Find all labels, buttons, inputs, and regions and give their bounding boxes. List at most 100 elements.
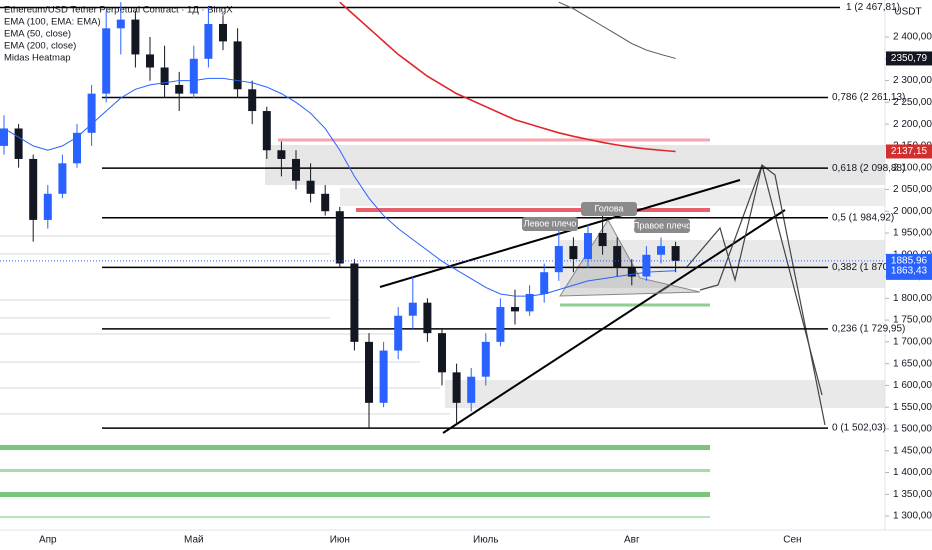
candle-body — [423, 302, 432, 334]
candle-body — [29, 158, 38, 220]
candle-body — [569, 246, 578, 260]
candle-body — [102, 28, 111, 94]
candle-body — [306, 180, 315, 194]
candle-body — [584, 232, 592, 260]
level-label: 0,5 (1 984,92) — [832, 212, 894, 223]
y-tick-label: 1 600,00 — [893, 380, 932, 391]
level-label: 0,618 (2 098,88) — [832, 163, 905, 174]
x-tick-label: Авг — [624, 535, 640, 546]
level-label: 0,382 (1 870,96) — [832, 262, 905, 273]
y-tick-label: 1 750,00 — [893, 315, 932, 326]
annotation-label: Правое плечо — [633, 220, 691, 230]
candle-body — [394, 315, 403, 351]
candle-body — [87, 93, 96, 133]
price-tag — [886, 263, 932, 278]
candle-body — [657, 246, 665, 255]
candle-body — [511, 307, 519, 312]
zone — [265, 145, 885, 185]
heatmap-band — [0, 516, 710, 518]
candle-body — [496, 307, 505, 342]
price-tag-label: 2137,15 — [891, 146, 928, 157]
y-tick-label: 1 800,00 — [893, 293, 932, 304]
candle-body — [262, 111, 271, 151]
candle-body — [554, 246, 563, 273]
candle-body — [321, 193, 330, 212]
level-label: 0,236 (1 729,95) — [832, 323, 905, 334]
indicator-line — [3, 77, 676, 297]
candle-body — [481, 341, 490, 377]
y-tick-label: 2 300,00 — [893, 75, 932, 86]
projection — [699, 164, 826, 426]
y-tick-label: 2 100,00 — [893, 162, 932, 173]
legend: Ethereum/USD Tether Perpetual Contract ·… — [4, 5, 233, 64]
candle-body — [189, 58, 198, 94]
candle-body — [0, 128, 8, 146]
candle-body — [379, 350, 388, 403]
candle-body — [642, 254, 651, 277]
candle-body — [248, 89, 257, 112]
level-label: 0,786 (2 261,13) — [832, 92, 905, 103]
price-tag — [886, 144, 932, 159]
candle-body — [146, 54, 154, 68]
x-tick-label: Июн — [330, 535, 350, 546]
y-tick-label: 1 400,00 — [893, 467, 932, 478]
y-tick-label: 1 650,00 — [893, 358, 932, 369]
y-tick-label: 1 550,00 — [893, 402, 932, 413]
trend-line — [442, 209, 786, 434]
currency: USDT — [894, 7, 921, 18]
x-tick-label: Апр — [39, 535, 57, 546]
annotation-box — [581, 202, 637, 216]
y-tick-label: 1 500,00 — [893, 424, 932, 435]
price-tag — [886, 51, 932, 66]
candle-body — [277, 150, 286, 159]
candle-body — [160, 67, 169, 85]
candle-body — [467, 376, 476, 403]
trend-line — [379, 179, 741, 288]
candle-body — [292, 158, 300, 181]
annotation-label: Левое плечо — [524, 218, 577, 228]
candle-body — [540, 272, 549, 294]
indicator-line — [339, 1, 676, 153]
level-label: 0 (1 502,03) — [832, 423, 886, 434]
x-tick-label: Июль — [473, 535, 499, 546]
candle-body — [219, 23, 227, 42]
price-tag-label: 1885,96 — [891, 256, 928, 267]
candle-body — [525, 293, 534, 312]
candle-body — [131, 19, 140, 55]
candle-body — [335, 211, 344, 264]
candle-body — [14, 128, 23, 159]
legend-title: Ethereum/USD Tether Perpetual Contract ·… — [4, 5, 233, 16]
y-tick-label: 2 000,00 — [893, 206, 932, 217]
candle-body — [43, 193, 52, 220]
price-tag-label: 1863,43 — [891, 265, 928, 276]
y-tick-label: 1 950,00 — [893, 228, 932, 239]
legend-entry: EMA (50, close) — [4, 29, 71, 40]
candle-body — [58, 163, 67, 194]
candle-body — [598, 232, 607, 247]
legend-entry: Midas Heatmap — [4, 53, 71, 64]
legend-entry: EMA (100, EMA: EMA) — [4, 17, 101, 28]
candle-body — [452, 372, 461, 403]
y-tick-label: 1 450,00 — [893, 445, 932, 456]
drawings — [379, 164, 826, 434]
candle-body — [175, 84, 184, 94]
heatmap-band — [0, 492, 710, 497]
legend-entry: EMA (200, close) — [4, 41, 76, 52]
price-tag-label: 2350,79 — [891, 53, 928, 64]
candle-body — [627, 267, 636, 277]
heatmap-band — [0, 469, 710, 472]
y-tick-label: 2 250,00 — [893, 97, 932, 108]
y-tick-label: 2 050,00 — [893, 184, 932, 195]
annotation-box — [634, 219, 690, 233]
indicator-line — [558, 1, 676, 59]
annotation-label: Голова — [594, 203, 623, 213]
candle-body — [116, 19, 125, 29]
y-tick-label: 2 400,00 — [893, 32, 932, 43]
x-tick-label: Сен — [783, 535, 801, 546]
annotation-box — [522, 217, 578, 231]
y-tick-label: 2 200,00 — [893, 119, 932, 130]
x-tick-label: Май — [184, 535, 204, 546]
candle-body — [204, 23, 213, 59]
candle-body — [671, 246, 680, 261]
